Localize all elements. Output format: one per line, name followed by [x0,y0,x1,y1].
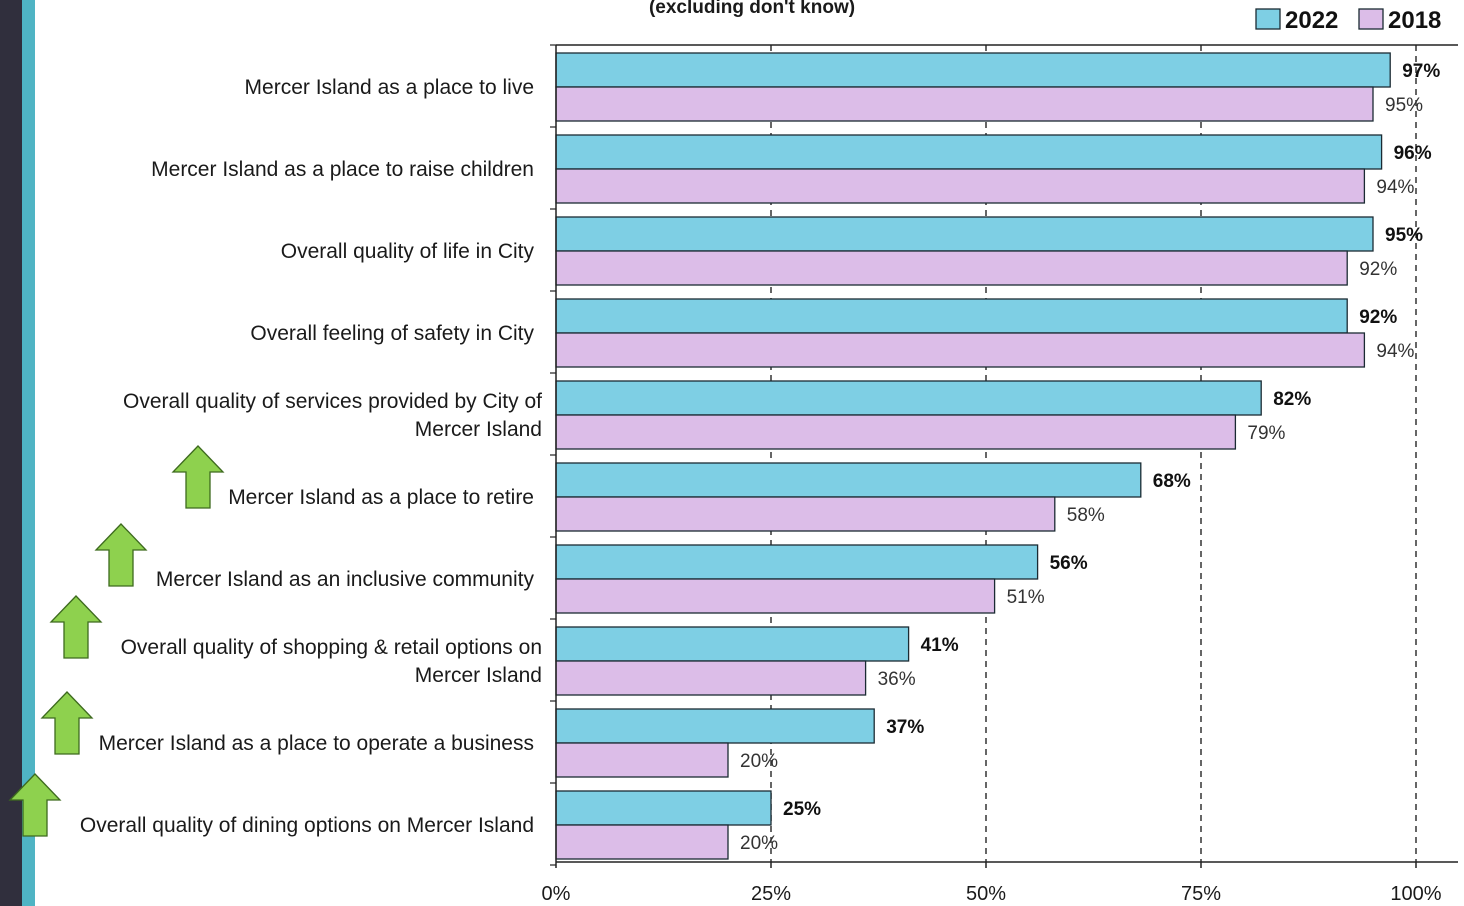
bars: 97% 95% 96% 94% 95% 92% 92% 94% 82% 79% 68% 58% 56%5… [556,53,1440,859]
bar-2018 [556,579,995,613]
category-label: Mercer Island as a place to raise childr… [151,158,534,181]
bar-2022 [556,381,1261,415]
bar-2022 [556,463,1141,497]
category-label: Mercer Island as an inclusive community [156,568,535,591]
up-arrow-icon [10,774,60,836]
data-label-2018: 95% [1385,95,1423,116]
category-label: Overall quality of services provided by … [123,390,542,441]
data-label-2018: 51% [1007,587,1045,608]
legend-label-2022: 2022 [1285,7,1338,34]
bar-2018 [556,825,728,859]
data-label-2022: 41% [921,635,959,656]
x-tick-label: 100% [1390,883,1441,905]
data-label-2018: 79% [1247,423,1285,444]
up-arrow-icon [96,524,146,586]
data-label-2022: 68% [1153,471,1191,492]
bar-2018 [556,87,1373,121]
data-label-2022: 97% [1402,61,1440,82]
data-label-2018: 20% [740,833,778,854]
category-label: Overall quality of dining options on Mer… [80,814,534,837]
data-label-2018: 94% [1376,341,1414,362]
data-label-2022: 56% [1050,553,1088,574]
bar-2018 [556,333,1364,367]
x-tick-label: 0% [542,883,571,905]
up-arrow-icon [173,446,223,508]
data-label-2022: 82% [1273,389,1311,410]
data-label-2018: 58% [1067,505,1105,526]
up-arrow-icon [42,692,92,754]
bar-2022 [556,545,1038,579]
category-label: Mercer Island as a place to live [245,76,534,99]
data-label-2022: 25% [783,799,821,820]
bar-2022 [556,709,874,743]
x-tick-label: 25% [751,883,791,905]
legend-swatch-2018 [1359,9,1383,29]
bar-2022 [556,217,1373,251]
category-label: Mercer Island as a place to retire [228,486,534,509]
data-label-2022: 96% [1394,143,1432,164]
bar-2022 [556,53,1390,87]
category-labels: Mercer Island as a place to live Mercer I… [80,76,542,837]
legend-label-2018: 2018 [1388,7,1441,34]
bar-2022 [556,299,1347,333]
category-label: Overall feeling of safety in City [250,322,534,345]
bar-2018 [556,415,1235,449]
x-tick-label: 75% [1181,883,1221,905]
bar-2018 [556,251,1347,285]
data-label-2022: 95% [1385,225,1423,246]
up-arrow-icon [51,596,101,658]
category-label: Overall quality of shopping & retail opt… [121,636,542,687]
legend-swatch-2022 [1256,9,1280,29]
data-label-2022: 37% [886,717,924,738]
category-label: Mercer Island as a place to operate a bu… [99,732,534,755]
bar-2018 [556,661,866,695]
category-label: Overall quality of life in City [281,240,535,263]
data-label-2018: 20% [740,751,778,772]
bar-2018 [556,497,1055,531]
data-label-2018: 36% [878,669,916,690]
bar-2022 [556,135,1382,169]
bar-2018 [556,169,1364,203]
bar-2018 [556,743,728,777]
legend: 2022 2018 [1256,7,1441,34]
bar-2022 [556,791,771,825]
bar-2022 [556,627,909,661]
data-label-2022: 92% [1359,307,1397,328]
data-label-2018: 94% [1376,177,1414,198]
chart-subtitle: (excluding don't know) [649,0,855,18]
data-label-2018: 92% [1359,259,1397,280]
x-tick-label: 50% [966,883,1006,905]
